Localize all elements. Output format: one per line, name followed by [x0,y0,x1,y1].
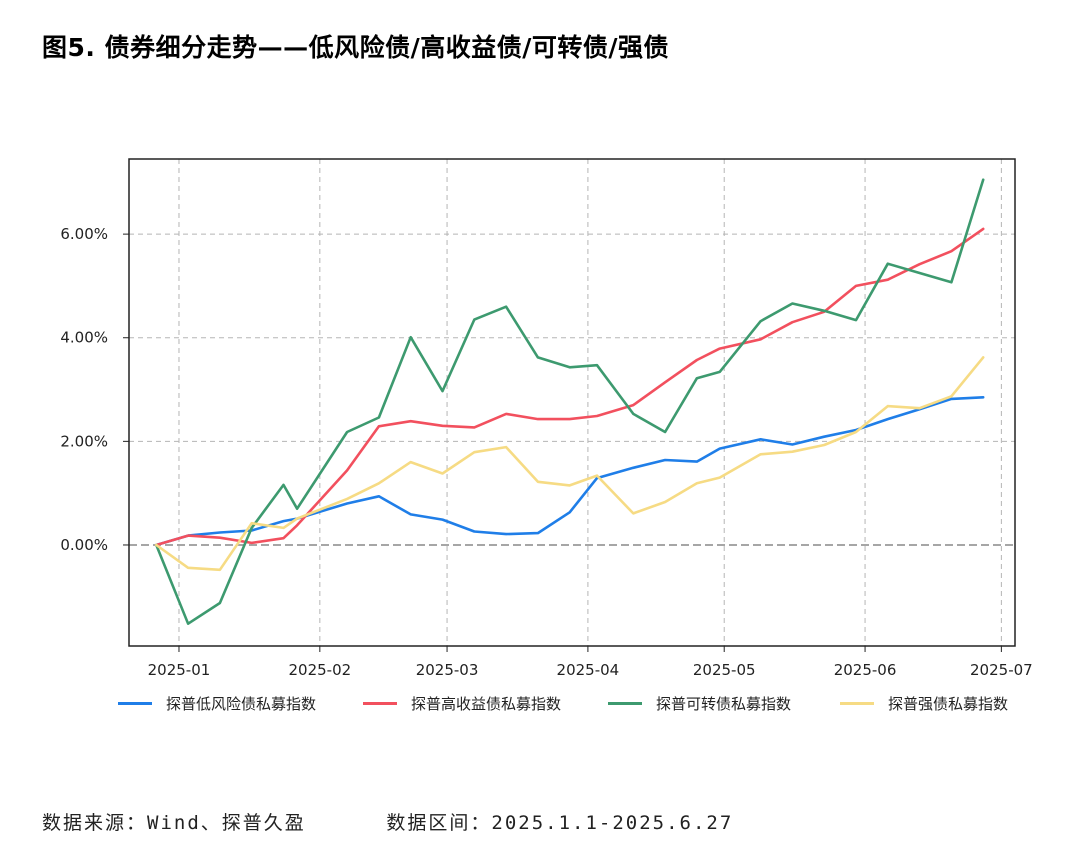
series-line [155,178,985,626]
legend-item: 探普低风险债私募指数 [118,688,363,718]
range-text: 数据区间：2025.1.1-2025.6.27 [386,812,734,834]
legend-label: 探普可转债私募指数 [656,694,792,713]
series-line [155,395,985,547]
legend-label: 探普强债私募指数 [888,694,1009,713]
legend-item: 探普高收益债私募指数 [363,688,608,718]
legend-swatch [840,701,874,705]
axis-ticks: 2025-01 2025-02 2025-03 2025-04 2025-05 2025-… [60,225,1032,679]
x-tick-label: 2025-07 [970,661,1033,679]
legend-item: 探普可转债私募指数 [608,688,840,718]
legend-label: 探普高收益债私募指数 [411,694,562,713]
legend-item: 探普强债私募指数 [840,688,1040,718]
legend-swatch [608,701,642,705]
y-tick-label: 4.00% [60,329,108,347]
series-line [155,227,985,547]
x-tick-label: 2025-01 [148,661,211,679]
grid-lines [129,159,1015,646]
footer: 数据来源：Wind、探普久盈 数据区间：2025.1.1-2025.6.27 [42,808,733,835]
source-text: 数据来源：Wind、探普久盈 [42,812,306,834]
legend-swatch [363,701,397,705]
x-tick-label: 2025-05 [693,661,756,679]
series-line [155,356,985,572]
legend: 探普低风险债私募指数 探普高收益债私募指数 探普可转债私募指数 探普强债私募指数 [118,688,1048,718]
legend-label: 探普低风险债私募指数 [166,694,317,713]
y-tick-label: 0.00% [60,536,108,554]
legend-swatch [118,701,152,705]
chart-title: 图5. 债券细分走势——低风险债/高收益债/可转债/强债 [42,33,669,62]
x-tick-label: 2025-06 [834,661,897,679]
x-tick-label: 2025-03 [416,661,479,679]
x-tick-label: 2025-04 [557,661,620,679]
plot-frame [128,158,1016,647]
y-tick-label: 6.00% [60,225,108,243]
y-tick-label: 2.00% [60,432,108,450]
series-lines [155,178,985,626]
x-tick-label: 2025-02 [288,661,351,679]
